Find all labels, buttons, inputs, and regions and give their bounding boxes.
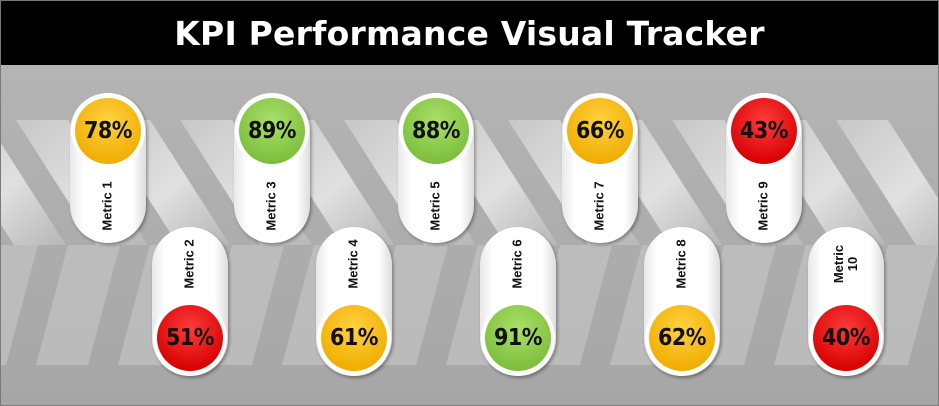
kpi-status-circle (321, 305, 387, 371)
ribbon-shape (36, 245, 120, 365)
kpi-status-circle (649, 305, 715, 371)
ribbon-shape (836, 120, 938, 245)
kpi-item (808, 227, 884, 376)
kpi-chart (1, 93, 938, 376)
title-bar: KPI Performance Visual Tracker (1, 1, 938, 65)
chart-area: 78% Metric 1 51% Metric 2 89% Metric 3 61% Metr… (1, 65, 938, 405)
kpi-item (398, 93, 474, 243)
kpi-status-circle (567, 98, 633, 164)
kpi-item (234, 93, 310, 243)
kpi-status-circle (239, 98, 305, 164)
kpi-item (726, 93, 802, 243)
kpi-item (316, 227, 392, 376)
ribbon-shape (1, 245, 38, 365)
kpi-item (562, 93, 638, 243)
kpi-item (480, 227, 556, 376)
kpi-item (644, 227, 720, 376)
kpi-status-circle (75, 98, 141, 164)
kpi-status-circle (813, 305, 879, 371)
kpi-status-circle (157, 305, 223, 371)
kpi-status-circle (485, 305, 551, 371)
ribbon-shape (1, 143, 66, 245)
kpi-status-circle (731, 98, 797, 164)
kpi-item (152, 227, 228, 376)
page-title: KPI Performance Visual Tracker (174, 13, 765, 53)
kpi-item (70, 93, 146, 243)
kpi-status-circle (403, 98, 469, 164)
